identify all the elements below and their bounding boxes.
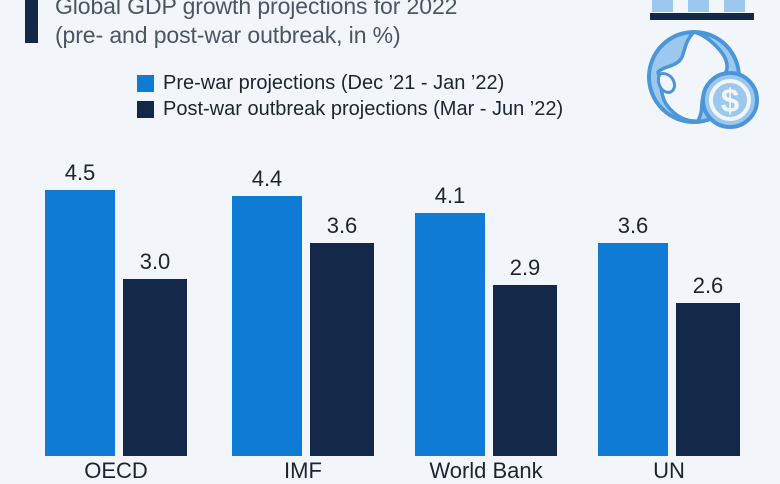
bar-value-world-bank-pre-war: 4.1 [434, 183, 466, 208]
bar-chart-icon [650, 0, 754, 20]
category-label-oecd: OECD [84, 458, 148, 483]
title-accent-bar [25, 0, 38, 43]
chart-header: Global GDP growth projections for 2022 (… [0, 0, 780, 140]
bar-chart-icon-baseline [650, 13, 754, 20]
legend-swatch-post-war [137, 100, 154, 118]
bar-imf-post-war: 3.6 [310, 213, 374, 456]
bar-world-bank-post-war: 2.9 [493, 255, 557, 456]
category-label-world-bank: World Bank [429, 458, 543, 483]
legend-swatch-pre-war [137, 74, 154, 92]
bar-value-oecd-pre-war: 4.5 [64, 160, 96, 185]
legend-label-post-war: Post-war outbreak projections (Mar - Jun… [163, 97, 564, 120]
bar-rect-imf-pre-war [232, 196, 302, 456]
legend-item-pre-war: Pre-war projections (Dec ’21 - Jan ’22) [137, 70, 563, 96]
bar-chart: 4.5 3.0 OECD 4.4 3.6 IMF 4.1 [0, 140, 780, 483]
bar-imf-pre-war: 4.4 [232, 166, 302, 456]
bar-rect-oecd-pre-war [45, 190, 115, 456]
bar-value-imf-post-war: 3.6 [326, 213, 358, 238]
category-label-un: UN [653, 458, 685, 483]
bar-rect-imf-post-war [310, 243, 374, 456]
bar-un-pre-war: 3.6 [598, 213, 668, 456]
bar-world-bank-pre-war: 4.1 [415, 183, 485, 456]
bar-value-un-post-war: 2.6 [692, 273, 724, 298]
bar-value-imf-pre-war: 4.4 [251, 166, 283, 191]
bar-value-un-pre-war: 3.6 [617, 213, 649, 238]
legend-item-post-war: Post-war outbreak projections (Mar - Jun… [137, 96, 563, 122]
header-icon-group: $ [636, 0, 766, 135]
title-line-1: Global GDP growth projections for 2022 [55, 0, 458, 19]
bar-group-un: 3.6 2.6 UN [598, 140, 740, 483]
bar-rect-world-bank-post-war [493, 285, 557, 456]
bar-rect-un-post-war [676, 303, 740, 456]
bar-oecd-pre-war: 4.5 [45, 160, 115, 456]
bar-rect-oecd-post-war [123, 279, 187, 456]
bar-chart-icon-bar-1 [652, 0, 673, 12]
bar-rect-un-pre-war [598, 243, 668, 456]
bar-value-world-bank-post-war: 2.9 [509, 255, 541, 280]
bar-group-oecd: 4.5 3.0 OECD [45, 140, 187, 483]
bar-chart-icon-bar-3 [724, 0, 745, 12]
bar-oecd-post-war: 3.0 [123, 249, 187, 456]
bar-group-imf: 4.4 3.6 IMF [232, 140, 374, 483]
chart-legend: Pre-war projections (Dec ’21 - Jan ’22) … [137, 70, 563, 122]
globe-dollar-icon: $ [647, 30, 759, 129]
svg-text:$: $ [721, 82, 739, 119]
bar-group-world-bank: 4.1 2.9 World Bank [415, 140, 557, 483]
bar-chart-icon-bar-2 [688, 0, 709, 12]
bar-un-post-war: 2.6 [676, 273, 740, 456]
bar-value-oecd-post-war: 3.0 [139, 249, 171, 274]
page-title: Global GDP growth projections for 2022 (… [55, 0, 625, 50]
chart-plot-area: 4.5 3.0 OECD 4.4 3.6 IMF 4.1 [0, 140, 780, 483]
category-label-imf: IMF [284, 458, 322, 483]
legend-label-pre-war: Pre-war projections (Dec ’21 - Jan ’22) [163, 71, 505, 94]
bar-rect-world-bank-pre-war [415, 213, 485, 456]
title-line-2: (pre- and post-war outbreak, in %) [55, 22, 401, 48]
